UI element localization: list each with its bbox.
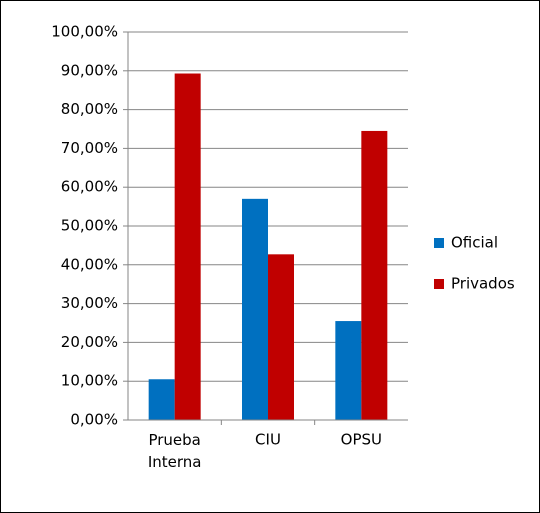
y-tick-label: 20,00% [61, 333, 118, 351]
legend-swatch [434, 238, 444, 248]
y-tick-label: 40,00% [61, 255, 118, 273]
x-tick-label: Prueba Interna [148, 431, 202, 471]
bar [335, 321, 362, 420]
x-tick-label: OPSU [341, 431, 382, 449]
legend-swatch [434, 279, 444, 289]
y-tick-label: 80,00% [61, 100, 118, 118]
legend-label: Privados [451, 275, 515, 293]
y-tick-label: 10,00% [61, 372, 118, 390]
bar [268, 254, 294, 420]
bar [242, 198, 268, 420]
y-tick-label: 50,00% [61, 217, 118, 235]
x-tick-label: CIU [255, 431, 281, 449]
bar [361, 130, 388, 420]
bar [148, 379, 175, 420]
y-tick-label: 100,00% [51, 23, 118, 41]
y-tick-label: 30,00% [61, 294, 118, 312]
y-tick-label: 70,00% [61, 139, 118, 157]
y-tick-label: 90,00% [61, 61, 118, 79]
legend-label: Oficial [451, 234, 498, 252]
bar [174, 73, 201, 421]
y-tick-label: 60,00% [61, 178, 118, 196]
y-tick-label: 0,00% [70, 411, 118, 429]
